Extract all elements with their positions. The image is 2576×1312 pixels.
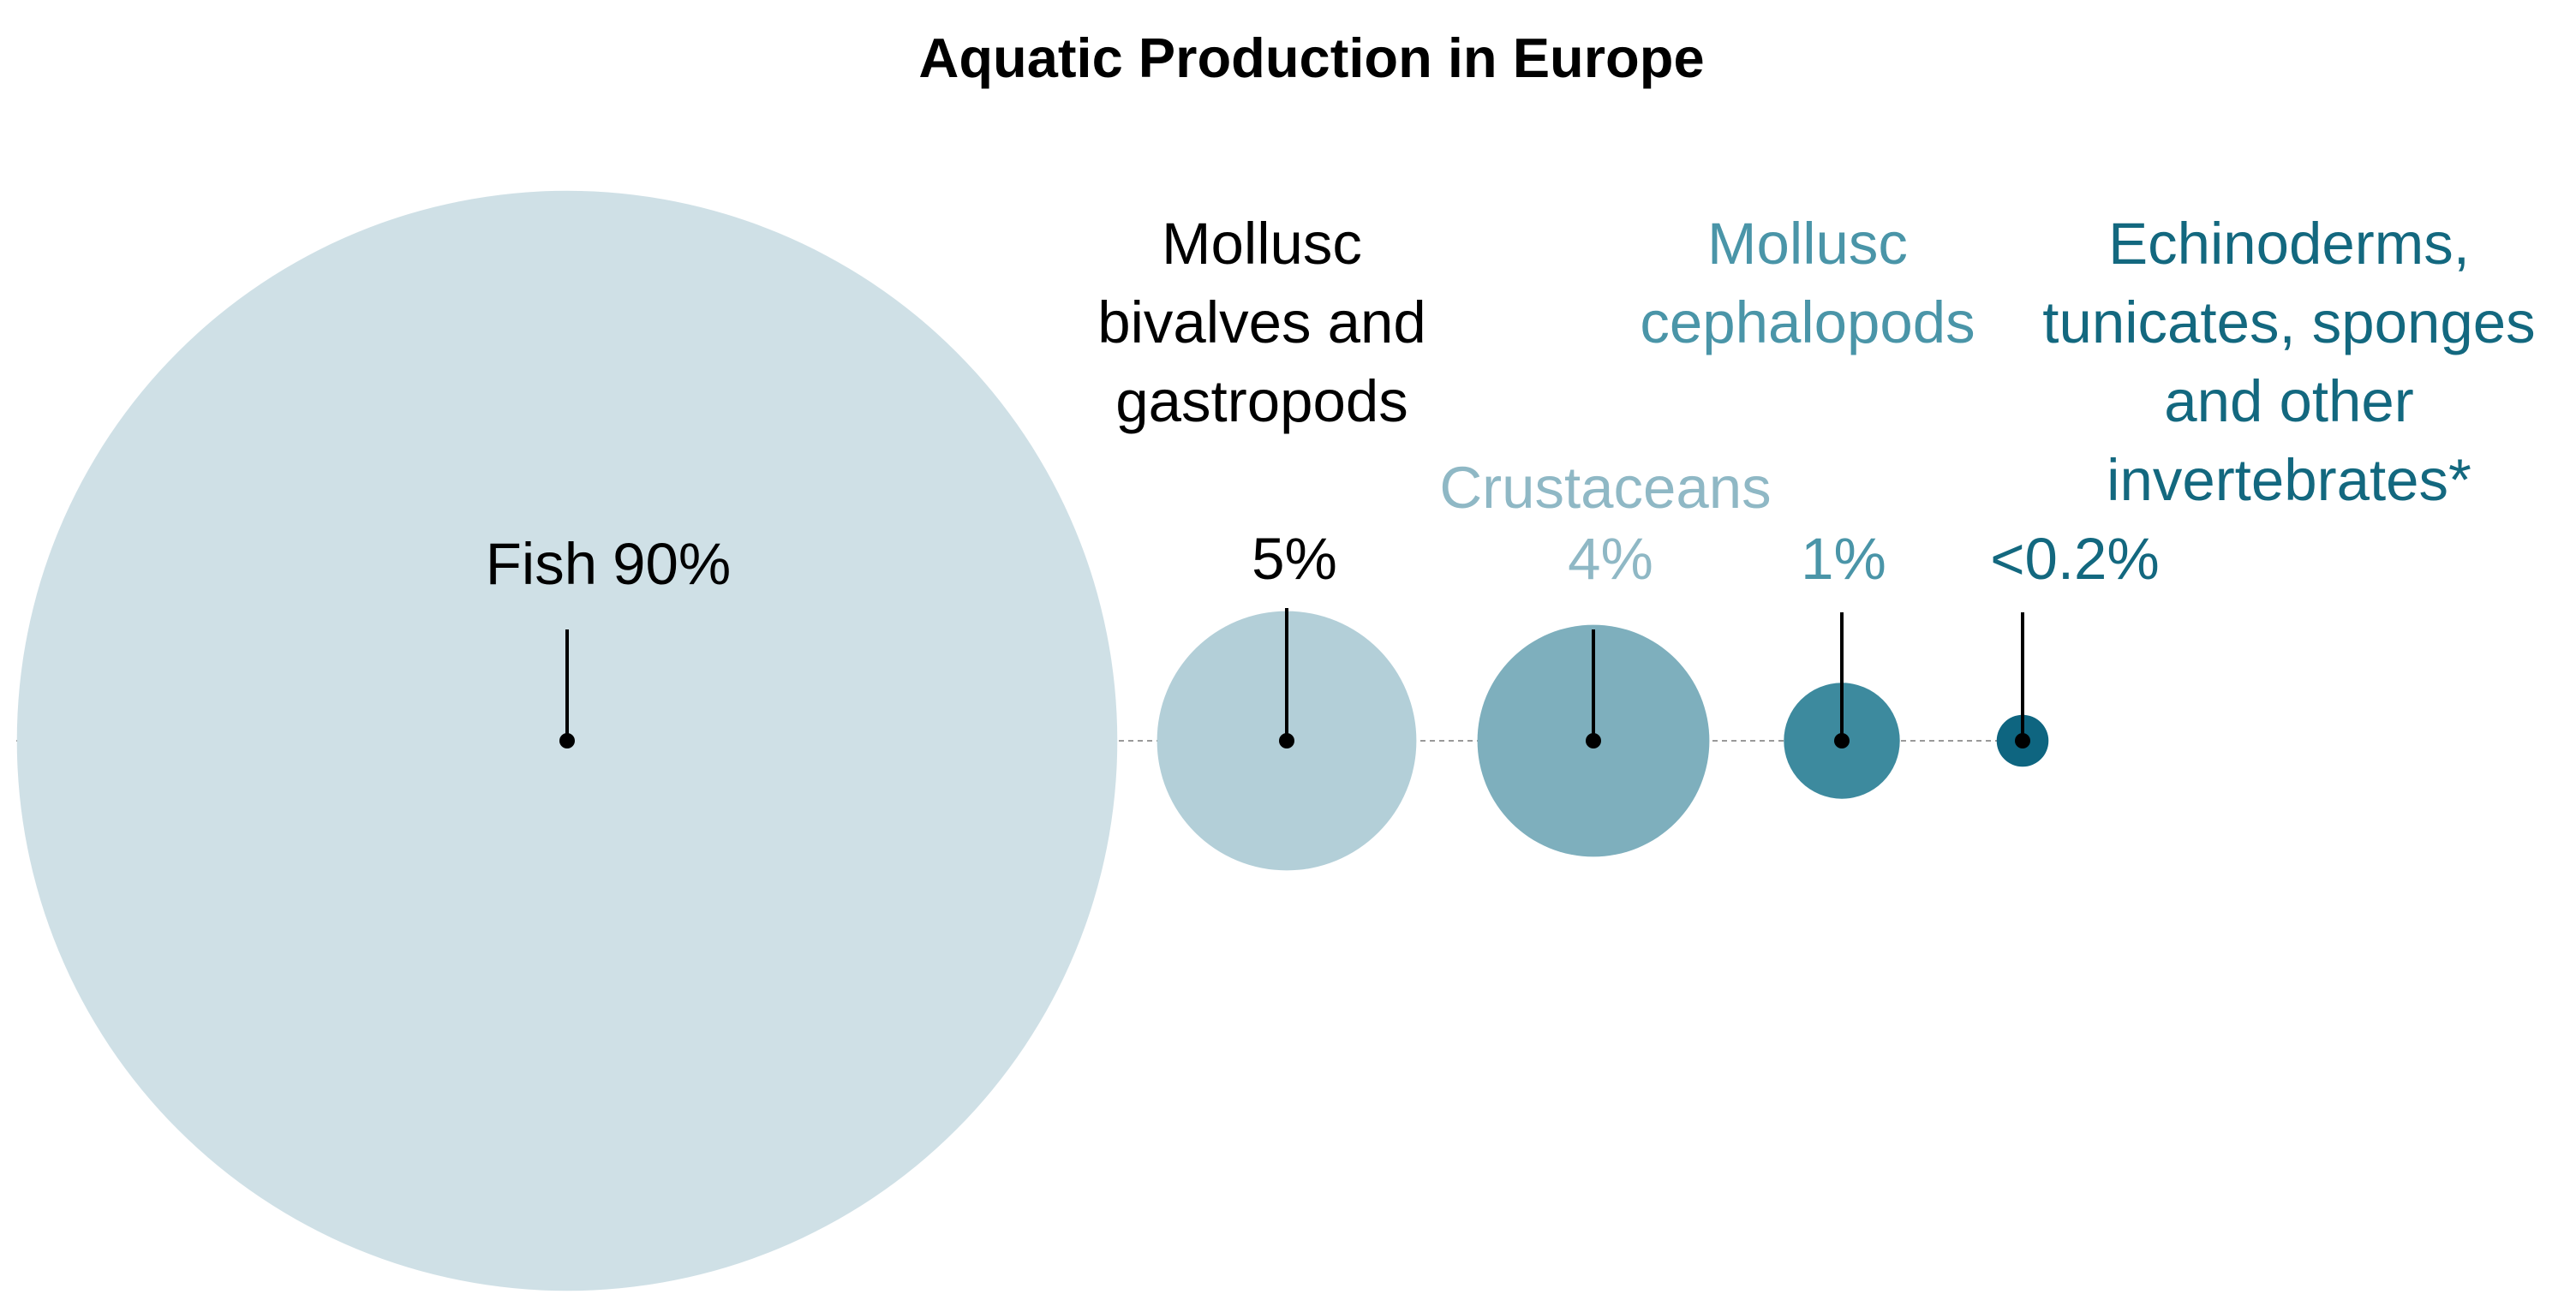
category-label: bivalves and — [1097, 289, 1426, 355]
pointer-dot — [2015, 733, 2030, 748]
pointer-dot — [1586, 733, 1601, 748]
category-label: invertebrates* — [2107, 447, 2471, 513]
value-label: 4% — [1568, 526, 1653, 592]
pointer-dot — [1834, 733, 1850, 748]
value-label: 90% — [613, 531, 731, 597]
chart-title: Aquatic Production in Europe — [918, 27, 1704, 89]
category-label: gastropods — [1115, 368, 1408, 434]
category-label: Fish — [486, 531, 597, 597]
value-label: <0.2% — [1990, 526, 2160, 592]
category-label: Mollusc — [1707, 211, 1908, 277]
category-label: Mollusc — [1162, 211, 1362, 277]
category-label: Echinoderms, — [2108, 211, 2470, 277]
pointer-dot — [1279, 733, 1294, 748]
bubble-label: Fish 90% — [486, 531, 731, 597]
category-label: cephalopods — [1640, 289, 1975, 355]
value-label: 1% — [1801, 526, 1886, 592]
category-label: and other — [2164, 368, 2414, 434]
category-label: tunicates, sponges — [2042, 289, 2535, 355]
category-label: Crustaceans — [1439, 455, 1771, 521]
pointer-dot — [559, 733, 575, 748]
value-label: 5% — [1252, 526, 1337, 592]
